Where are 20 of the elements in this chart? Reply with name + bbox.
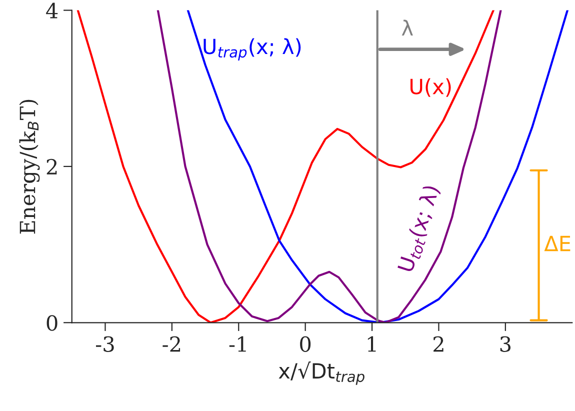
x-tick-label: -2 <box>162 336 180 352</box>
x-tick-label: 0 <box>300 336 311 352</box>
y-tick-label: 2 <box>46 158 57 174</box>
series-label: U$_{trap}$(x; λ) <box>204 38 301 60</box>
series-label: U(x) <box>410 78 451 97</box>
line-series <box>186 10 568 323</box>
y-tick-label: 4 <box>46 2 58 18</box>
text: U$_{tot}$(x; λ) <box>396 184 442 274</box>
series-label: ΔE <box>544 236 570 252</box>
x-axis-title: x/√Dt$_{trap}$ <box>278 362 364 385</box>
line-series <box>76 10 494 323</box>
y-axis-title: Energy/(k$_{B}$T) <box>19 100 40 234</box>
x-tick-label: -1 <box>229 336 246 352</box>
x-tick-label: -3 <box>96 336 114 352</box>
x-tick-label: 3 <box>500 336 511 352</box>
line-series <box>156 10 502 323</box>
annotation: λ <box>402 20 413 36</box>
x-tick-label: 2 <box>434 336 444 352</box>
x-tick-label: 1 <box>368 336 376 352</box>
y-tick-label: 0 <box>46 315 58 331</box>
